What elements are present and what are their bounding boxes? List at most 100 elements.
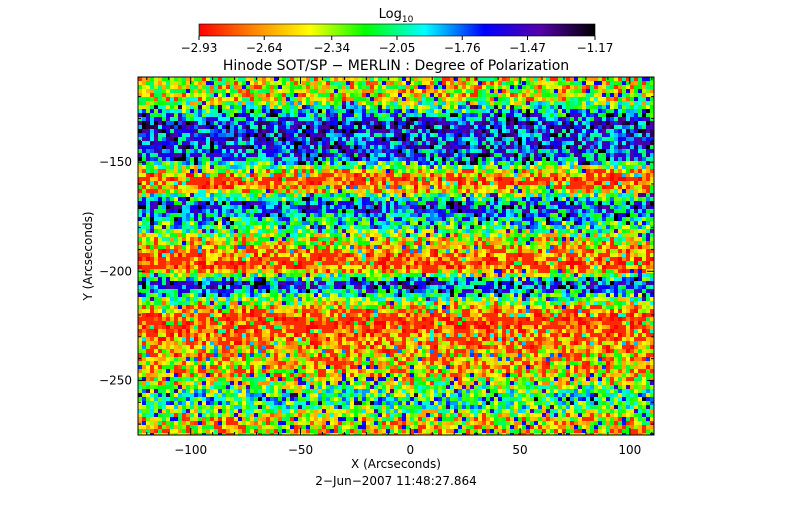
heatmap-cell <box>594 97 598 101</box>
heatmap-cell <box>550 165 554 169</box>
heatmap-cell <box>170 229 174 233</box>
heatmap-cell <box>290 137 294 141</box>
heatmap-cell <box>206 137 210 141</box>
heatmap-cell <box>574 197 578 201</box>
heatmap-cell <box>230 109 234 113</box>
heatmap-cell <box>522 125 526 129</box>
heatmap-cell <box>278 221 282 225</box>
heatmap-cell <box>650 149 654 153</box>
heatmap-cell <box>622 117 626 121</box>
heatmap-cell <box>394 157 398 161</box>
heatmap-cell <box>486 193 490 197</box>
heatmap-cell <box>402 205 406 209</box>
heatmap-cell <box>170 197 174 201</box>
heatmap-cell <box>466 197 470 201</box>
heatmap-cell <box>218 157 222 161</box>
heatmap-cell <box>146 153 150 157</box>
heatmap-cell <box>466 133 470 137</box>
heatmap-cell <box>146 209 150 213</box>
heatmap-cell <box>434 229 438 233</box>
heatmap-cell <box>478 141 482 145</box>
heatmap-cell <box>390 105 394 109</box>
heatmap-cell <box>478 129 482 133</box>
heatmap-cell <box>602 125 606 129</box>
heatmap-cell <box>354 157 358 161</box>
heatmap-cell <box>494 137 498 141</box>
colorbar-gradient <box>198 23 596 37</box>
heatmap-cell <box>258 177 262 181</box>
heatmap-cell <box>330 161 334 165</box>
heatmap-cell <box>398 101 402 105</box>
heatmap-cell <box>398 145 402 149</box>
heatmap-cell <box>382 81 386 85</box>
heatmap-cell <box>310 229 314 233</box>
heatmap-cell <box>398 109 402 113</box>
heatmap-cell <box>290 141 294 145</box>
heatmap-cell <box>294 145 298 149</box>
heatmap-cell <box>278 237 282 241</box>
heatmap-cell <box>170 157 174 161</box>
heatmap-cell <box>510 165 514 169</box>
heatmap-cell <box>446 181 450 185</box>
heatmap-cell <box>546 125 550 129</box>
heatmap-cell <box>594 169 598 173</box>
heatmap-cell <box>362 189 366 193</box>
heatmap-cell <box>302 133 306 137</box>
heatmap-cell <box>434 197 438 201</box>
heatmap-cell <box>238 185 242 189</box>
heatmap-cell <box>162 189 166 193</box>
heatmap-cell <box>146 121 150 125</box>
heatmap-cell <box>634 81 638 85</box>
heatmap-cell <box>190 81 194 85</box>
heatmap-cell <box>162 145 166 149</box>
heatmap-cell <box>350 153 354 157</box>
heatmap-cell <box>386 113 390 117</box>
heatmap-cell <box>342 221 346 225</box>
heatmap-cell <box>526 221 530 225</box>
heatmap-cell <box>178 205 182 209</box>
heatmap-cell <box>610 153 614 157</box>
heatmap-cell <box>486 177 490 181</box>
heatmap-cell <box>338 161 342 165</box>
heatmap-cell <box>314 109 318 113</box>
heatmap-cell <box>278 169 282 173</box>
heatmap-cell <box>398 125 402 129</box>
heatmap-cell <box>446 129 450 133</box>
heatmap-cell <box>594 209 598 213</box>
heatmap-cell <box>614 201 618 205</box>
heatmap-cell <box>390 213 394 217</box>
heatmap-cell <box>386 201 390 205</box>
heatmap-cell <box>206 225 210 229</box>
heatmap-cell <box>446 165 450 169</box>
heatmap-cell <box>350 161 354 165</box>
heatmap-cell <box>466 145 470 149</box>
heatmap-cell <box>330 201 334 205</box>
heatmap-cell <box>246 237 250 241</box>
heatmap-cell <box>146 89 150 93</box>
heatmap-cell <box>342 213 346 217</box>
heatmap-cell <box>446 177 450 181</box>
heatmap-cell <box>610 129 614 133</box>
heatmap-cell <box>194 205 198 209</box>
heatmap-cell <box>250 153 254 157</box>
heatmap-cell <box>186 121 190 125</box>
heatmap-cell <box>494 113 498 117</box>
heatmap-cell <box>366 177 370 181</box>
heatmap-cell <box>486 117 490 121</box>
heatmap-cell <box>482 89 486 93</box>
heatmap-cell <box>306 173 310 177</box>
heatmap-cell <box>382 229 386 233</box>
heatmap-cell <box>518 157 522 161</box>
heatmap-cell <box>482 197 486 201</box>
heatmap-cell <box>638 105 642 109</box>
heatmap-cell <box>442 125 446 129</box>
heatmap-cell <box>374 169 378 173</box>
heatmap-cell <box>326 157 330 161</box>
heatmap-cell <box>646 77 650 81</box>
heatmap-cell <box>490 77 494 81</box>
heatmap-cell <box>390 229 394 233</box>
heatmap-cell <box>306 121 310 125</box>
heatmap-cell <box>554 169 558 173</box>
heatmap-cell <box>474 173 478 177</box>
heatmap-cell <box>422 209 426 213</box>
